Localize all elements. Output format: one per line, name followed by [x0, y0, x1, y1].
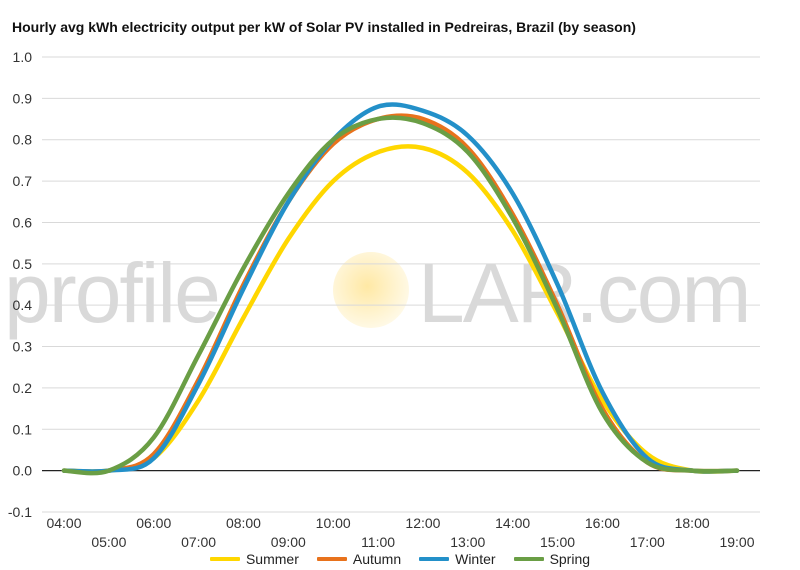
x-axis-ticks: 04:00 05:00 06:00 07:00 08:00 09:00 10:00 11:00… — [46, 515, 754, 550]
x-tick-label: 11:00 — [361, 534, 395, 550]
y-tick-label: 0.8 — [13, 132, 33, 148]
legend-item-summer: Summer — [209, 551, 299, 567]
x-tick-label: 05:00 — [91, 534, 126, 550]
x-tick-label: 15:00 — [540, 534, 575, 550]
x-tick-label: 13:00 — [450, 534, 485, 550]
series-line-winter — [61, 102, 740, 474]
legend-swatch — [316, 557, 347, 561]
x-tick-label: 06:00 — [136, 515, 171, 531]
x-tick-label: 07:00 — [181, 534, 216, 550]
y-axis-ticks: -0.1 0.0 0.1 0.2 0.3 0.4 0.5 0.6 0.7 0.8 0.9 1.0 — [8, 49, 32, 520]
y-tick-label: 0.4 — [13, 297, 33, 313]
y-tick-label: 0.5 — [13, 256, 33, 272]
legend-item-winter: Winter — [419, 551, 496, 567]
x-tick-label: 09:00 — [271, 534, 306, 550]
y-tick-label: 0.3 — [13, 339, 33, 355]
legend: Summer Autumn Winter Spring — [0, 549, 800, 569]
series-line-spring — [61, 115, 740, 476]
x-tick-label: 10:00 — [316, 515, 351, 531]
legend-label: Summer — [245, 551, 299, 567]
y-tick-label: 0.6 — [13, 214, 33, 230]
legend-swatch — [513, 557, 544, 561]
legend-item-autumn: Autumn — [316, 551, 402, 567]
x-tick-label: 08:00 — [226, 515, 261, 531]
legend-swatch — [209, 557, 240, 561]
x-tick-label: 16:00 — [585, 515, 620, 531]
x-tick-label: 18:00 — [675, 515, 710, 531]
y-tick-label: 0.2 — [13, 380, 33, 396]
y-tick-label: 1.0 — [13, 49, 33, 65]
legend-label: Autumn — [352, 551, 402, 567]
x-tick-label: 17:00 — [630, 534, 665, 550]
x-tick-label: 19:00 — [719, 534, 754, 550]
y-tick-label: -0.1 — [8, 504, 32, 520]
legend-item-spring: Spring — [513, 551, 591, 567]
x-tick-label: 12:00 — [405, 515, 440, 531]
x-tick-label: 04:00 — [46, 515, 81, 531]
series-lines — [61, 102, 740, 476]
legend-label: Winter — [455, 551, 496, 567]
legend-label: Spring — [549, 551, 591, 567]
x-tick-label: 14:00 — [495, 515, 530, 531]
y-tick-label: 0.0 — [13, 463, 33, 479]
legend-swatch — [419, 557, 450, 561]
chart-title: Hourly avg kWh electricity output per kW… — [12, 19, 636, 35]
y-tick-label: 0.1 — [13, 421, 33, 437]
y-tick-label: 0.7 — [13, 173, 33, 189]
y-tick-label: 0.9 — [13, 90, 33, 106]
